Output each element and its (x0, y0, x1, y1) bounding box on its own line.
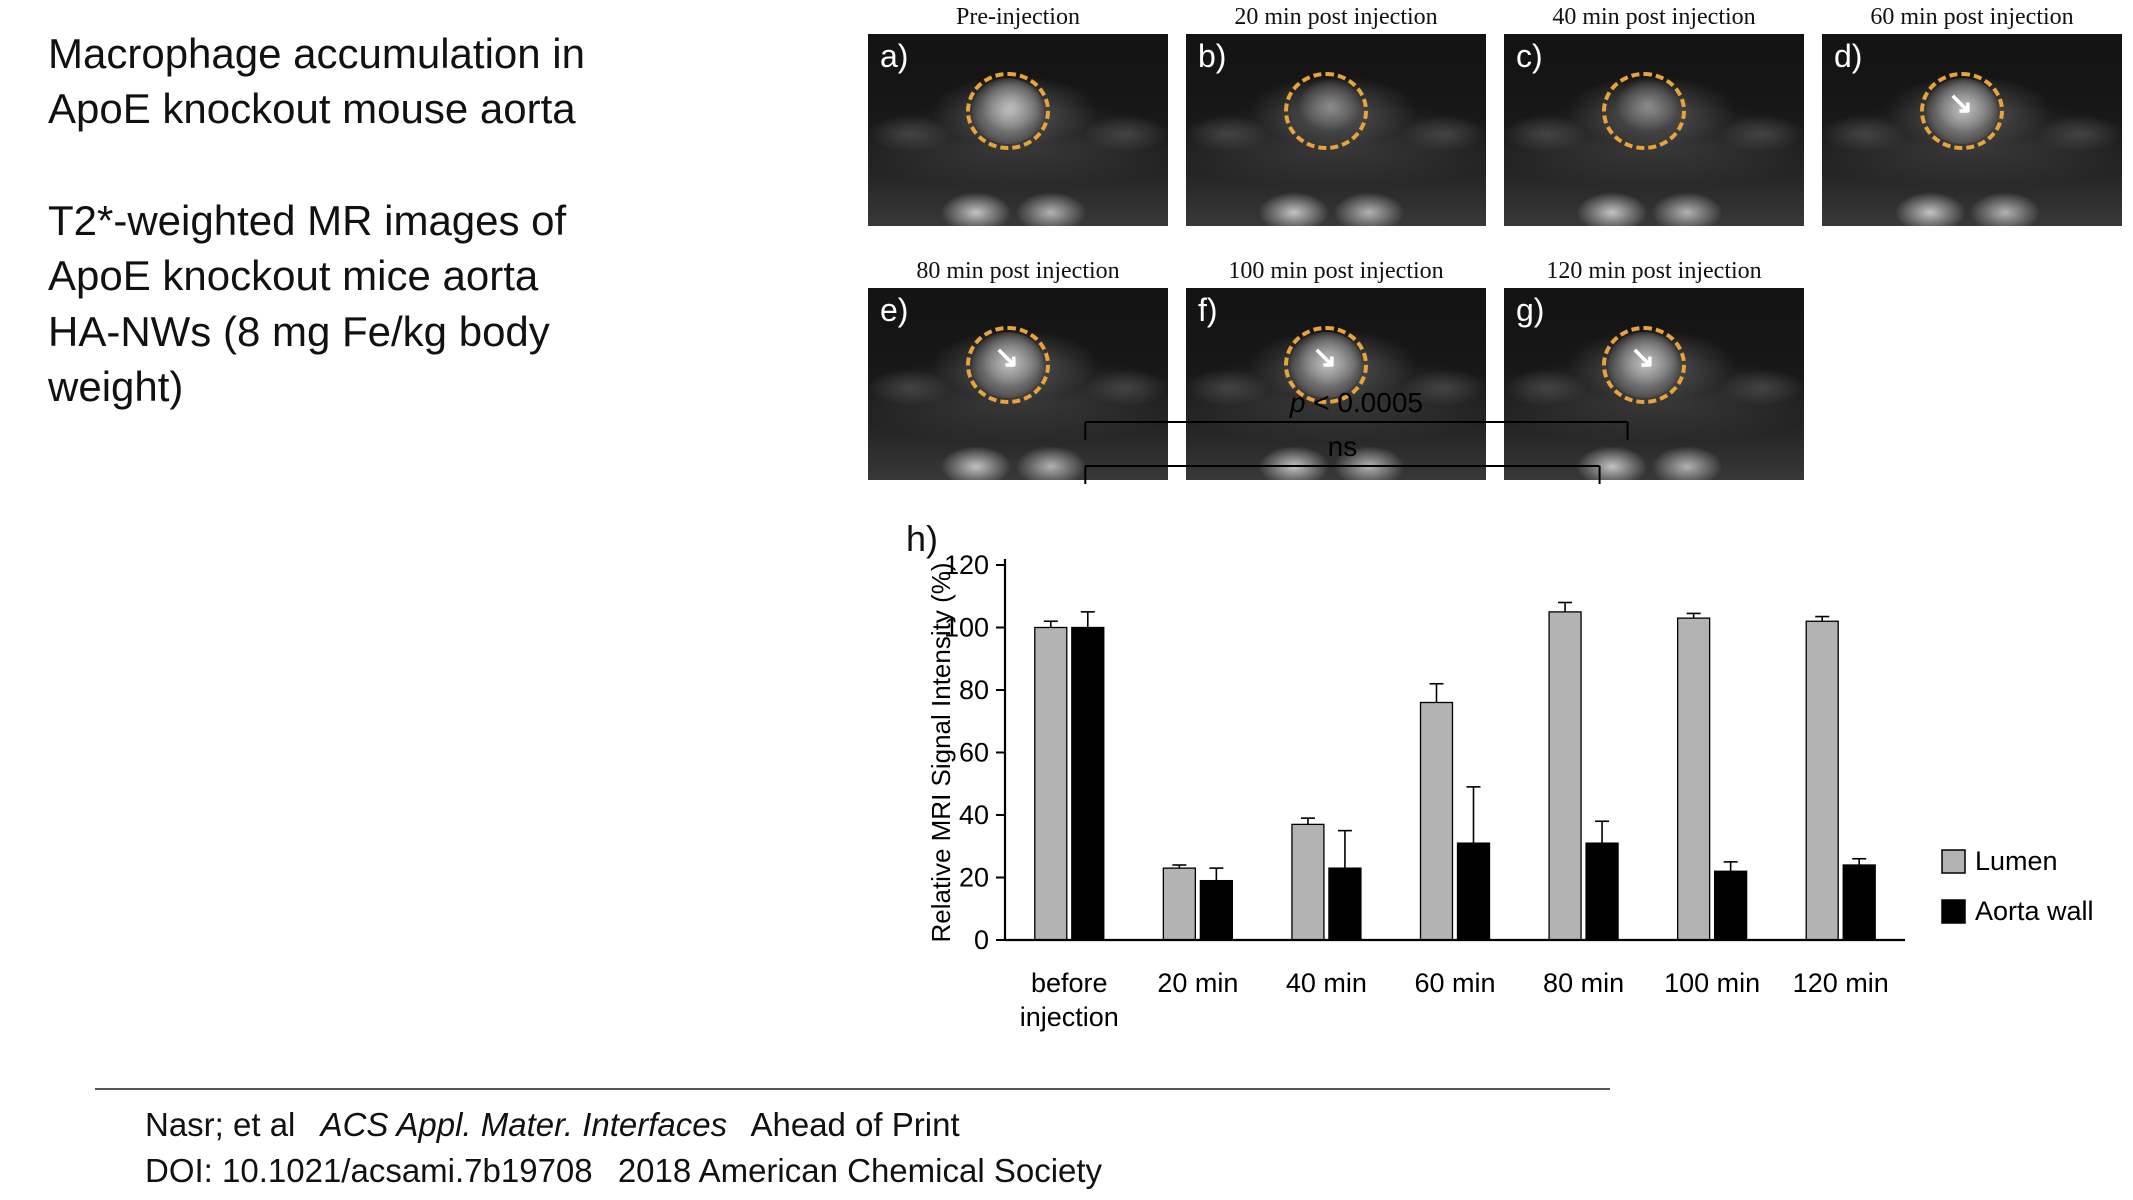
mri-image: f) ↘ (1186, 288, 1486, 480)
mri-panel: 80 min post injection e) ↘ (868, 258, 1168, 480)
chart-bar (1676, 617, 1711, 941)
y-tick-label: 120 (944, 550, 989, 580)
citation-copyright: 2018 American Chemical Society (617, 1151, 1103, 1189)
y-tick-label: 80 (959, 675, 989, 705)
x-tick-label: 120 min (1793, 968, 1889, 998)
citation-line-1: Nasr; et al ACS Appl. Mater. Interfaces … (145, 1102, 1102, 1148)
y-tick-label: 100 (944, 613, 989, 643)
mri-image: c) (1504, 34, 1804, 226)
arrow-icon: ↘ (1312, 341, 1338, 374)
mri-panel-title: 40 min post injection (1552, 4, 1756, 30)
roi-dashed-circle (966, 326, 1050, 404)
y-axis-title: Relative MRI Signal Intensity (%) (930, 562, 956, 942)
chart-bar (1071, 626, 1105, 941)
legend-swatch (1941, 849, 1966, 874)
arrow-icon: ↘ (1630, 341, 1656, 374)
mri-row-1: Pre-injection a) 20 min post injection b) 40… (868, 4, 2130, 226)
mri-panel: Pre-injection a) (868, 4, 1168, 226)
mri-panel-label: f) (1198, 292, 1218, 328)
significance-label: p < 0.0005 (1289, 387, 1423, 418)
mri-panel-title: Pre-injection (956, 4, 1080, 30)
mri-panel-label: a) (880, 38, 909, 74)
citation-line-2: DOI: 10.1021/acsami.7b19708 2018 America… (145, 1148, 1102, 1194)
roi-dashed-circle (1284, 72, 1368, 150)
citation: Nasr; et al ACS Appl. Mater. Interfaces … (145, 1102, 1102, 1193)
chart-bar (1548, 611, 1582, 941)
arrow-icon: ↘ (994, 341, 1020, 374)
mri-panel-label: c) (1516, 38, 1543, 74)
citation-journal: ACS Appl. Mater. Interfaces (320, 1106, 728, 1143)
chart-bar (1842, 864, 1876, 941)
chart-bar (1419, 701, 1454, 941)
mri-panel-label: g) (1516, 292, 1545, 328)
roi-dashed-circle (1602, 326, 1686, 404)
roi-dashed-circle (1284, 326, 1368, 404)
mri-panel-title: 120 min post injection (1546, 258, 1762, 284)
mri-panel: 20 min post injection b) (1186, 4, 1486, 226)
mri-panel-title: 80 min post injection (916, 258, 1120, 284)
chart-bar (1328, 867, 1362, 941)
x-tick-label: 80 min (1543, 968, 1624, 998)
x-tick-label: 60 min (1414, 968, 1495, 998)
mri-panel: 60 min post injection d) ↘ (1822, 4, 2122, 226)
x-tick-label: before injection (1020, 968, 1119, 1032)
x-tick-label: 20 min (1157, 968, 1238, 998)
citation-status: Ahead of Print (750, 1106, 960, 1143)
roi-dashed-circle (1602, 72, 1686, 150)
mri-row-2: 80 min post injection e) ↘ 100 min post inj… (868, 258, 2130, 480)
y-tick-label: 40 (959, 800, 989, 830)
description-para-1: Macrophage accumulation in ApoE knockout… (48, 30, 585, 133)
mri-image: e) ↘ (868, 288, 1168, 480)
x-tick-label: 40 min (1286, 968, 1367, 998)
y-tick-label: 0 (974, 925, 989, 955)
mri-image: g) ↘ (1504, 288, 1804, 480)
chart-bar (1456, 842, 1491, 941)
chart-bar (1805, 620, 1839, 941)
citation-doi: DOI: 10.1021/acsami.7b19708 (145, 1151, 593, 1189)
roi-dashed-circle (1920, 72, 2004, 150)
legend-swatch (1941, 899, 1966, 924)
mri-panel-label: d) (1834, 38, 1863, 74)
mri-panel-label: e) (880, 292, 909, 328)
chart-bar (1162, 867, 1197, 941)
y-tick-label: 20 (959, 863, 989, 893)
roi-dashed-circle (966, 72, 1050, 150)
mri-panel-title: 20 min post injection (1234, 4, 1438, 30)
mri-image: b) (1186, 34, 1486, 226)
signal-intensity-bar-chart: p < 0.0005 ns 0 20 40 60 80 100 120 before injecti… (930, 387, 2094, 1032)
legend-label: Lumen (1975, 846, 2058, 876)
chart-panel-label: h) (906, 518, 939, 559)
description-text: Macrophage accumulation in ApoE knockout… (48, 26, 618, 471)
citation-authors: Nasr; et al (145, 1106, 296, 1143)
mri-panel: 120 min post injection g) ↘ (1504, 258, 1804, 480)
chart-bar (1585, 842, 1619, 941)
y-tick-label: 60 (959, 738, 989, 768)
mri-panel-title: 60 min post injection (1870, 4, 2074, 30)
mri-panel-label: b) (1198, 38, 1227, 74)
mri-image: d) ↘ (1822, 34, 2122, 226)
mri-panel-grid: Pre-injection a) 20 min post injection b) 40… (868, 4, 2130, 480)
x-tick-label: 100 min (1664, 968, 1760, 998)
mri-image: a) (868, 34, 1168, 226)
mri-panel: 40 min post injection c) (1504, 4, 1804, 226)
significance-label: ns (1328, 431, 1358, 462)
description-para-2: T2*-weighted MR images of ApoE knockout … (48, 196, 567, 411)
mri-panel: 100 min post injection f) ↘ (1186, 258, 1486, 480)
chart-bar (1199, 879, 1234, 941)
chart-bar (1713, 870, 1748, 941)
chart-bar (1034, 626, 1068, 941)
footer-divider (95, 1088, 1610, 1090)
mri-panel-title: 100 min post injection (1228, 258, 1444, 284)
chart-bar (1291, 823, 1325, 941)
legend-label: Aorta wall (1975, 896, 2094, 926)
arrow-icon: ↘ (1948, 87, 1974, 120)
